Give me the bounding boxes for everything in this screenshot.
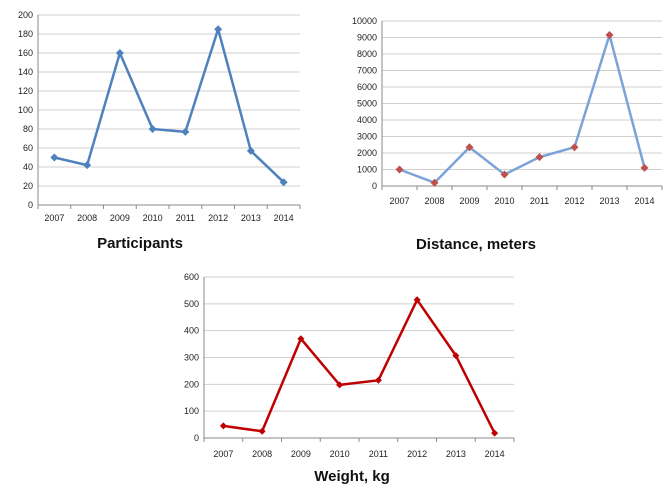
distance-x-tick-label: 2010	[494, 196, 514, 206]
distance-y-tick-label: 10000	[352, 16, 377, 26]
weight-x-tick-label: 2007	[213, 449, 233, 459]
weight-data-point	[374, 376, 382, 384]
distance-x-tick-label: 2007	[389, 196, 409, 206]
distance-series-line	[399, 33, 646, 184]
distance-data-point	[640, 163, 649, 172]
distance-y-tick-label: 2000	[357, 148, 377, 158]
weight-data-point	[452, 352, 460, 360]
weight-x-tick-label: 2014	[485, 449, 505, 459]
distance-data-point	[465, 143, 474, 152]
distance-data-point	[430, 178, 439, 187]
weight-x-tick-label: 2011	[369, 449, 388, 459]
participants-y-tick-label: 80	[23, 124, 33, 134]
participants-data-point	[50, 153, 59, 162]
distance-x-tick-label: 2012	[564, 196, 584, 206]
distance-x-tick-label: 2011	[530, 196, 549, 206]
weight-y-tick-label: 300	[184, 353, 199, 363]
weight-data-point	[336, 381, 344, 389]
participants-x-tick-label: 2008	[77, 213, 97, 223]
weight-data-point	[297, 335, 305, 343]
participants-x-tick-label: 2012	[208, 213, 228, 223]
distance-x-tick-label: 2009	[459, 196, 479, 206]
participants-y-tick-label: 100	[18, 105, 33, 115]
participants-y-tick-label: 0	[28, 200, 33, 210]
weight-chart-title: Weight, kg	[314, 468, 390, 485]
participants-data-point	[279, 178, 288, 187]
weight-x-tick-label: 2013	[446, 449, 466, 459]
participants-chart-title: Participants	[97, 235, 183, 252]
weight-data-point	[413, 296, 421, 304]
distance-y-tick-label: 5000	[357, 99, 377, 109]
distance-y-tick-label: 8000	[357, 49, 377, 59]
distance-data-point	[535, 153, 544, 162]
distance-chart-title: Distance, meters	[416, 236, 536, 253]
weight-series-line	[223, 298, 496, 434]
distance-y-tick-label: 6000	[357, 82, 377, 92]
distance-y-tick-label: 0	[372, 181, 377, 191]
distance-data-point	[570, 143, 579, 152]
participants-data-point	[115, 49, 124, 57]
weight-y-tick-label: 0	[194, 433, 199, 443]
distance-y-tick-label: 3000	[357, 132, 377, 142]
weight-data-point	[219, 422, 227, 430]
distance-data-point	[395, 165, 404, 174]
participants-data-point	[83, 161, 92, 170]
weight-y-tick-label: 600	[184, 272, 199, 282]
participants-y-tick-label: 120	[18, 86, 33, 96]
weight-y-tick-label: 400	[184, 326, 199, 336]
participants-data-point	[148, 125, 157, 133]
distance-data-point	[500, 170, 509, 179]
participants-data-point	[214, 25, 223, 34]
participants-x-tick-label: 2011	[176, 213, 195, 223]
weight-data-point	[258, 427, 266, 435]
participants-y-tick-label: 40	[23, 162, 33, 172]
distance-x-tick-label: 2014	[634, 196, 654, 206]
participants-x-tick-label: 2007	[44, 213, 64, 223]
participants-x-tick-label: 2013	[241, 213, 261, 223]
distance-x-tick-label: 2008	[424, 196, 444, 206]
participants-y-tick-label: 20	[23, 181, 33, 191]
weight-x-tick-label: 2012	[407, 449, 427, 459]
participants-y-tick-label: 180	[18, 29, 33, 39]
weight-y-tick-label: 100	[184, 406, 199, 416]
weight-x-tick-label: 2009	[291, 449, 311, 459]
weight-chart: 0 100 200 300 400 500 600 2007 2008 2009 2010 2011 2…	[184, 272, 515, 485]
participants-y-tick-label: 140	[18, 67, 33, 77]
participants-chart: 0 20 40 60 80 100 120 140 160 180 200 2007 2008 2009 2…	[18, 10, 301, 252]
participants-data-point	[181, 127, 190, 136]
distance-chart: 0 1000 2000 3000 4000 5000 6000 7000 8000 9000 100…	[352, 16, 663, 253]
participants-x-tick-label: 2009	[110, 213, 130, 223]
weight-y-tick-label: 500	[184, 299, 199, 309]
distance-y-tick-label: 1000	[357, 165, 377, 175]
participants-y-tick-label: 160	[18, 48, 33, 58]
participants-series-line	[54, 28, 285, 184]
distance-y-tick-label: 4000	[357, 115, 377, 125]
distance-x-tick-label: 2013	[599, 196, 619, 206]
participants-x-tick-label: 2014	[274, 213, 294, 223]
distance-y-tick-label: 7000	[357, 66, 377, 76]
participants-x-tick-label: 2010	[143, 213, 163, 223]
distance-y-tick-label: 9000	[357, 33, 377, 43]
participants-y-tick-label: 200	[18, 10, 33, 20]
participants-y-tick-label: 60	[23, 143, 33, 153]
distance-data-point	[605, 31, 614, 40]
weight-data-point	[491, 429, 499, 437]
participants-data-point	[246, 146, 255, 155]
weight-x-tick-label: 2008	[252, 449, 272, 459]
weight-x-tick-label: 2010	[330, 449, 350, 459]
weight-y-tick-label: 200	[184, 379, 199, 389]
